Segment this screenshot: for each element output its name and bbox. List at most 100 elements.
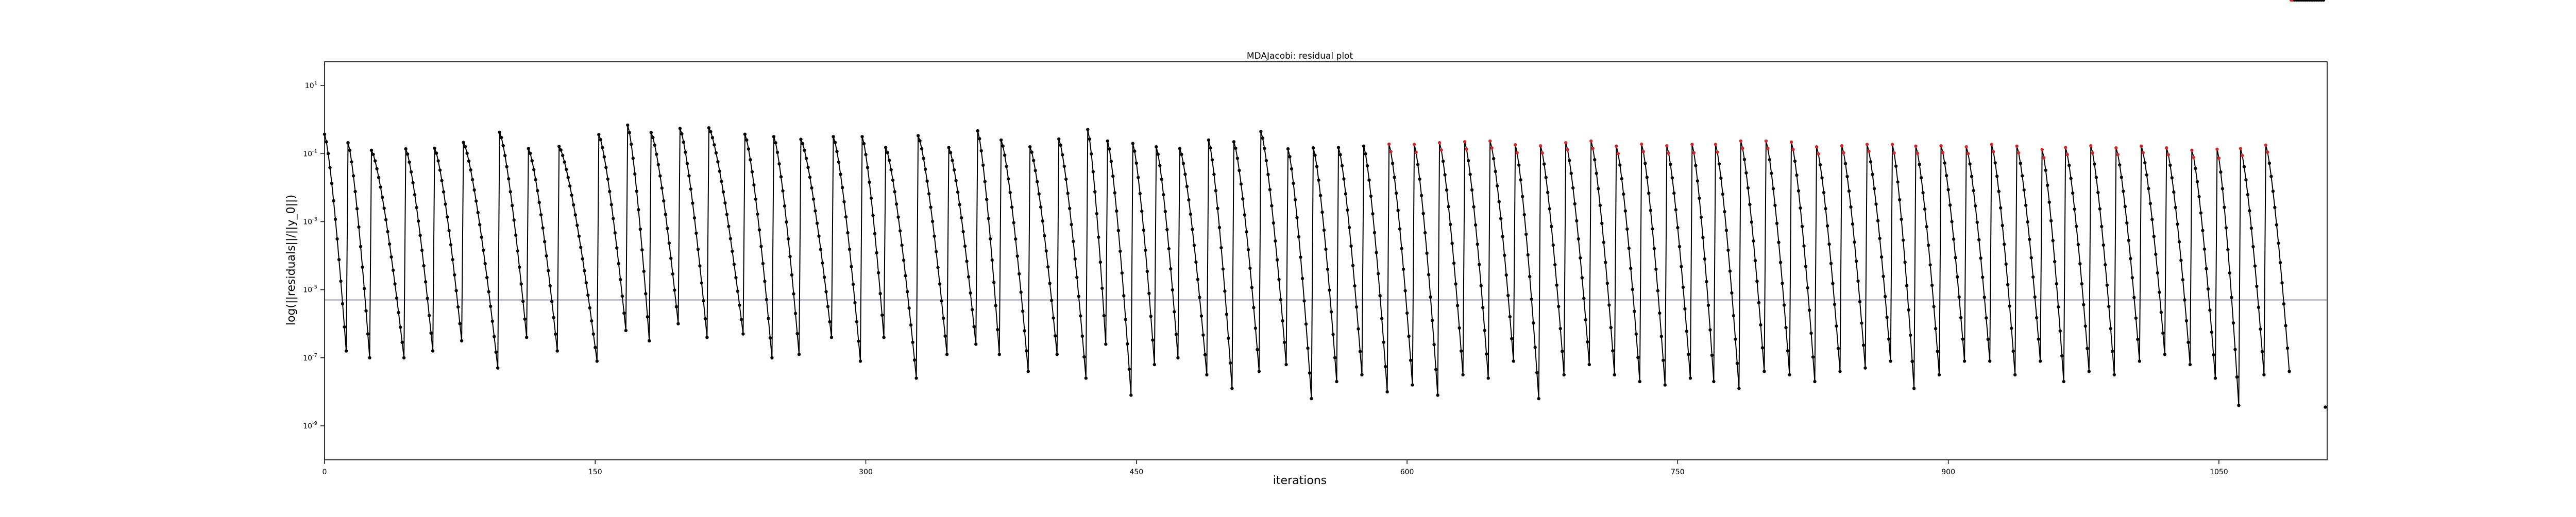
data-point xyxy=(1328,288,1331,292)
data-point xyxy=(768,336,772,340)
data-point xyxy=(599,138,603,142)
data-point xyxy=(1860,321,1863,325)
data-point xyxy=(601,146,604,149)
data-point xyxy=(411,181,415,185)
data-point xyxy=(1600,221,1604,225)
data-point xyxy=(1174,333,1178,336)
data-point xyxy=(857,339,860,343)
data-point xyxy=(379,185,382,189)
data-point xyxy=(954,179,958,182)
data-point xyxy=(1073,257,1077,261)
data-point xyxy=(981,163,985,167)
data-point xyxy=(2044,168,2047,172)
data-point xyxy=(1403,289,1407,292)
data-point xyxy=(806,166,810,169)
data-point xyxy=(608,189,612,193)
data-point xyxy=(1802,244,1806,248)
data-point xyxy=(703,317,707,321)
data-point xyxy=(1279,298,1283,302)
data-point xyxy=(465,151,469,155)
data-point xyxy=(1669,163,1672,166)
data-point xyxy=(1106,139,1109,143)
data-point xyxy=(721,190,725,194)
data-point xyxy=(438,168,442,172)
data-point xyxy=(1723,210,1726,214)
data-point xyxy=(1059,143,1062,147)
data-point xyxy=(770,356,774,359)
data-point xyxy=(577,234,581,238)
data-point xyxy=(1245,230,1248,234)
data-point xyxy=(1369,194,1373,198)
data-point xyxy=(395,296,399,300)
data-point xyxy=(391,268,395,272)
data-point xyxy=(1238,168,1241,173)
data-point xyxy=(689,187,693,191)
data-point xyxy=(1762,370,1766,373)
data-point xyxy=(878,291,882,296)
data-point xyxy=(909,323,913,327)
data-point xyxy=(1385,390,1389,394)
peak-point xyxy=(1589,139,1593,143)
data-point xyxy=(1104,342,1108,346)
data-point xyxy=(557,145,561,148)
data-point xyxy=(509,190,512,194)
data-point xyxy=(1845,175,1849,178)
peak-point xyxy=(1766,147,1770,150)
data-point xyxy=(1568,159,1571,162)
data-point xyxy=(602,155,606,159)
data-point xyxy=(452,273,456,277)
data-point xyxy=(539,213,543,217)
peak-point xyxy=(1566,148,1569,151)
data-point xyxy=(1836,347,1840,350)
data-point xyxy=(1443,173,1447,177)
data-point xyxy=(429,331,433,335)
data-point xyxy=(2269,175,2273,178)
data-point xyxy=(918,139,922,143)
data-point xyxy=(1777,240,1781,244)
data-point xyxy=(1654,267,1658,271)
data-point xyxy=(2253,264,2257,268)
data-point xyxy=(792,292,795,296)
data-point xyxy=(1194,260,1198,264)
data-point xyxy=(1393,176,1396,179)
data-point xyxy=(648,339,651,342)
data-point xyxy=(382,206,386,210)
data-point xyxy=(1214,189,1218,193)
data-point xyxy=(1461,373,1465,376)
data-point xyxy=(1430,319,1434,322)
data-point xyxy=(1889,359,1892,363)
peak-point xyxy=(1840,144,1844,148)
data-point xyxy=(873,232,877,235)
data-point xyxy=(1272,221,1276,225)
data-point xyxy=(933,234,936,238)
data-point xyxy=(500,135,503,140)
data-point xyxy=(869,196,873,200)
data-point xyxy=(1510,337,1514,340)
data-point xyxy=(691,201,694,205)
data-point xyxy=(896,215,900,219)
data-point xyxy=(886,151,889,154)
data-point xyxy=(2013,373,2017,376)
data-point xyxy=(1357,327,1360,331)
data-point xyxy=(1445,188,1449,192)
data-point xyxy=(1517,163,1521,167)
data-point xyxy=(1169,267,1173,271)
data-point xyxy=(1282,340,1286,344)
data-point xyxy=(2221,187,2225,191)
data-point xyxy=(469,168,472,172)
data-point xyxy=(1066,192,1070,195)
data-point xyxy=(826,305,830,308)
data-point xyxy=(1320,210,1324,214)
data-point xyxy=(1598,203,1602,208)
data-point xyxy=(1921,191,1925,195)
data-point xyxy=(1450,242,1454,245)
data-point xyxy=(2029,256,2033,260)
data-point xyxy=(889,168,893,171)
data-point xyxy=(355,207,359,211)
data-point xyxy=(2010,326,2013,330)
data-point xyxy=(680,132,684,136)
data-point xyxy=(2098,207,2102,211)
data-point xyxy=(362,287,366,290)
data-point xyxy=(1252,306,1256,309)
data-point xyxy=(1638,380,1641,384)
